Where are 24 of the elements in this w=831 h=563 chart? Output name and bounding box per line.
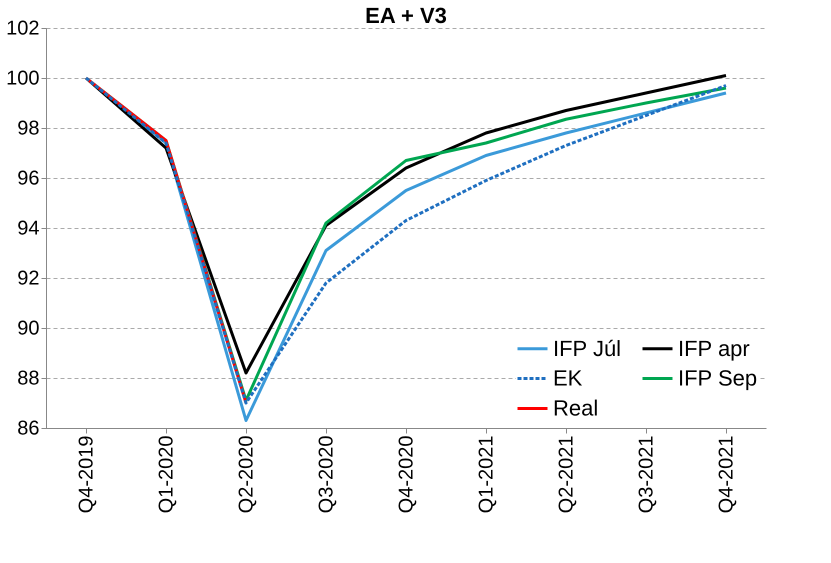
y-tick-label: 94 — [17, 218, 40, 240]
x-tick-label: Q4-2021 — [716, 436, 738, 514]
legend-label: IFP Júl — [553, 336, 622, 361]
x-tick-label: Q4-2020 — [396, 436, 418, 514]
y-tick-label: 102 — [6, 18, 40, 40]
y-tick-label: 92 — [17, 268, 40, 290]
legend-label: Real — [553, 396, 598, 420]
x-tick-label: Q3-2020 — [316, 436, 338, 514]
y-tick-label: 88 — [17, 368, 40, 390]
legend-label: IFP apr — [678, 336, 750, 361]
y-tick-label: 96 — [17, 168, 40, 190]
x-tick-label: Q1-2021 — [476, 436, 498, 514]
y-tick-label: 98 — [17, 118, 40, 140]
x-tick-label: Q2-2021 — [556, 436, 578, 514]
x-tick-label: Q1-2020 — [156, 436, 178, 514]
y-tick-label: 86 — [17, 418, 40, 440]
chart-title: EA + V3 — [365, 3, 447, 28]
y-tick-label: 100 — [6, 68, 40, 90]
x-tick-label: Q4-2019 — [76, 436, 98, 514]
x-tick-label: Q2-2020 — [236, 436, 258, 514]
x-tick-label: Q3-2021 — [636, 436, 658, 514]
legend-label: EK — [553, 366, 583, 390]
legend-label: IFP Sep — [678, 366, 758, 390]
y-tick-label: 90 — [17, 318, 40, 340]
